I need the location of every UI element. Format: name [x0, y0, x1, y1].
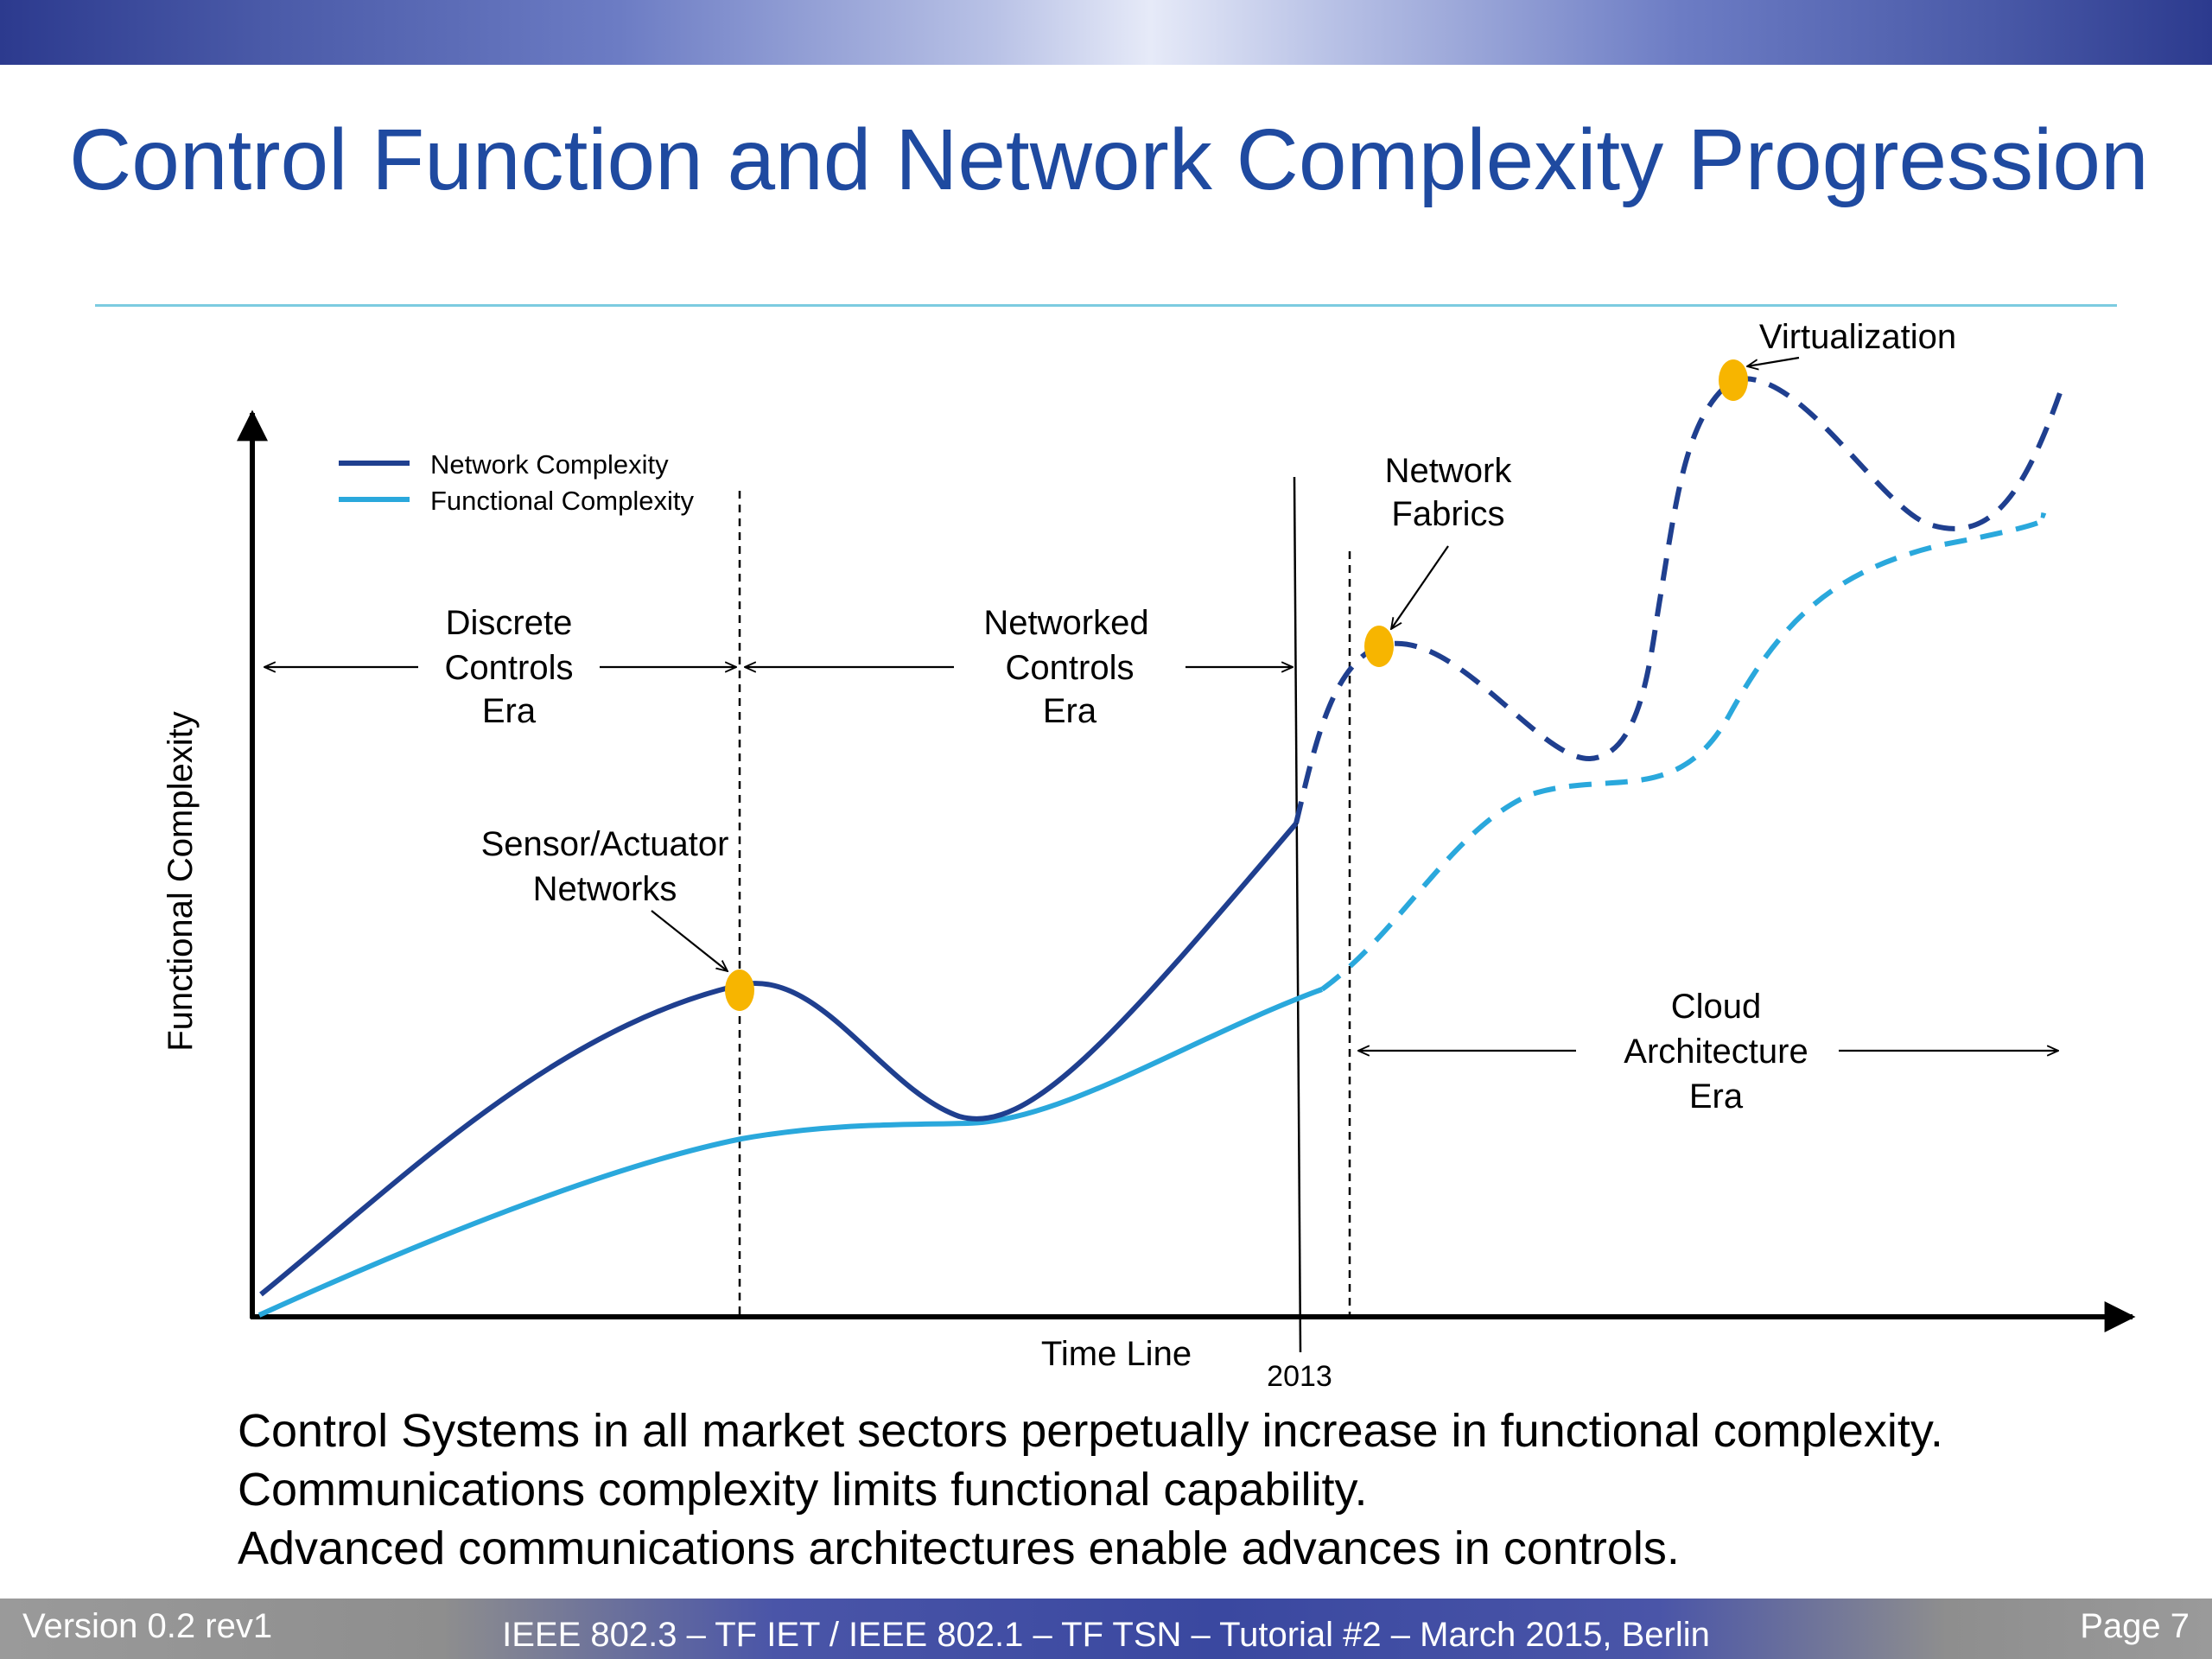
- svg-text:Fabrics: Fabrics: [1391, 495, 1504, 533]
- svg-text:Era: Era: [1689, 1077, 1744, 1116]
- slide-title: Control Function and Network Complexity …: [69, 111, 2149, 208]
- network-fabrics-milestone-dot: [1364, 626, 1394, 667]
- svg-text:Architecture: Architecture: [1624, 1033, 1808, 1071]
- y-axis-label: Functional Complexity: [162, 711, 200, 1052]
- networked-controls-era-label: Networked Controls Era: [983, 604, 1148, 730]
- svg-text:Era: Era: [482, 692, 537, 730]
- functional-curve-dashed: [1320, 512, 2050, 992]
- legend-network-label: Network Complexity: [430, 449, 669, 480]
- footer-page-number: Page 7: [2080, 1607, 2190, 1645]
- network-fabrics-label: Network Fabrics: [1385, 452, 1513, 533]
- virtualization-callout-pointer: [1747, 356, 1800, 366]
- cloud-architecture-era-label: Cloud Architecture Era: [1624, 988, 1808, 1116]
- sensor-callout-pointer: [651, 910, 728, 971]
- svg-text:Controls: Controls: [445, 649, 574, 687]
- caption-line: Communications complexity limits functio…: [238, 1464, 1368, 1516]
- svg-text:Networked: Networked: [983, 604, 1148, 642]
- svg-text:Sensor/Actuator: Sensor/Actuator: [481, 825, 729, 863]
- discrete-controls-era-label: Discrete Controls Era: [445, 604, 574, 730]
- caption-line: Advanced communications architectures en…: [238, 1522, 1680, 1574]
- year-2013-line: [1293, 476, 1302, 1353]
- virtualization-milestone-dot: [1719, 359, 1748, 401]
- title-divider: [95, 304, 2117, 307]
- complexity-diagram: Functional Complexity Time Line 2013 Net…: [162, 318, 2136, 1393]
- svg-text:Era: Era: [1043, 692, 1097, 730]
- svg-text:Network: Network: [1385, 452, 1513, 490]
- sensor-actuator-milestone-dot: [725, 969, 754, 1011]
- virtualization-label: Virtualization: [1759, 318, 1956, 356]
- svg-text:Controls: Controls: [1006, 649, 1135, 687]
- footer-version: Version 0.2 rev1: [22, 1607, 273, 1645]
- legend-functional-label: Functional Complexity: [430, 486, 694, 516]
- fabrics-callout-pointer: [1391, 545, 1449, 629]
- functional-curve-solid: [257, 987, 1324, 1318]
- year-2013-label: 2013: [1267, 1360, 1332, 1393]
- svg-text:Discrete: Discrete: [446, 604, 573, 642]
- x-axis-label: Time Line: [1041, 1335, 1192, 1373]
- caption: Control Systems in all market sectors pe…: [238, 1402, 2182, 1578]
- caption-line: Control Systems in all market sectors pe…: [238, 1405, 1943, 1457]
- network-curve-solid: [259, 822, 1299, 1297]
- svg-text:Cloud: Cloud: [1671, 988, 1762, 1026]
- footer-bar: Version 0.2 rev1 IEEE 802.3 – TF IET / I…: [0, 1599, 2212, 1659]
- sensor-actuator-networks-label: Sensor/Actuator Networks: [481, 825, 729, 908]
- svg-text:Networks: Networks: [533, 870, 677, 908]
- footer-event: IEEE 802.3 – TF IET / IEEE 802.1 – TF TS…: [502, 1616, 1710, 1654]
- top-banner: [0, 0, 2212, 65]
- network-curve-dashed: [1294, 376, 2063, 824]
